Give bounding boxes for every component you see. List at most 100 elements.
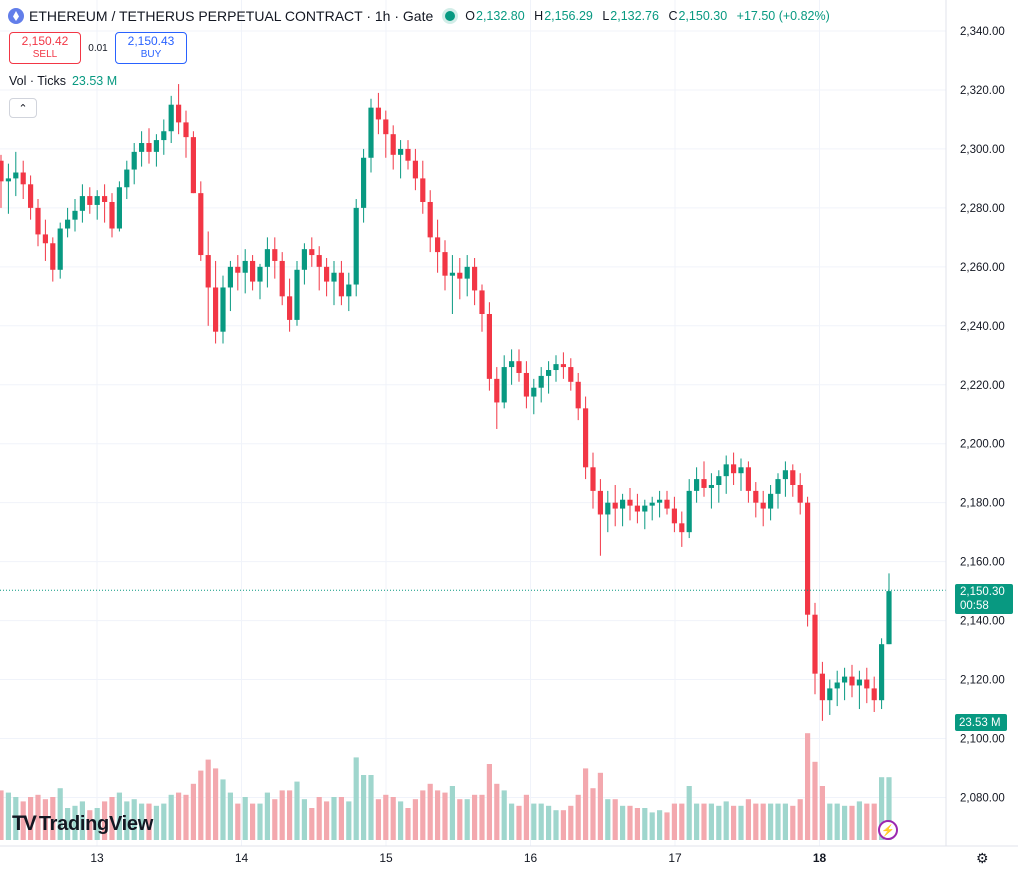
tradingview-logo[interactable]: TV TradingView xyxy=(12,812,153,836)
volume-bar xyxy=(205,759,211,840)
candle xyxy=(701,461,707,497)
lightning-icon[interactable]: ⚡ xyxy=(878,820,898,840)
candle xyxy=(642,499,648,530)
y-tick-label: 2,340.00 xyxy=(960,26,1005,38)
candle xyxy=(0,154,4,208)
candle xyxy=(28,175,34,220)
volume-bar xyxy=(353,757,359,840)
volume-bar xyxy=(346,801,352,840)
candle xyxy=(782,461,788,497)
low-value: 2,132.76 xyxy=(610,9,659,23)
gear-icon[interactable]: ⚙ xyxy=(976,850,989,866)
candle xyxy=(405,140,411,170)
sell-button[interactable]: 2,150.42 SELL xyxy=(9,32,81,64)
candle xyxy=(368,98,374,173)
candle xyxy=(886,573,892,645)
y-tick-label: 2,220.00 xyxy=(960,380,1005,392)
candle xyxy=(309,237,315,267)
candle xyxy=(516,349,522,382)
candle xyxy=(472,257,478,306)
volume-bar xyxy=(849,805,855,840)
candle xyxy=(768,484,774,521)
candle xyxy=(190,131,196,194)
volume-bar xyxy=(560,810,566,840)
candle xyxy=(731,452,737,485)
candle xyxy=(738,458,744,491)
candle xyxy=(797,473,803,515)
volume-bar xyxy=(220,779,226,840)
volume-bar xyxy=(0,790,4,840)
candle xyxy=(79,184,85,223)
candle xyxy=(176,84,182,135)
candles xyxy=(0,84,892,721)
candle xyxy=(287,278,293,332)
volume-bar xyxy=(805,733,811,840)
close-value: 2,150.30 xyxy=(678,9,728,23)
candle xyxy=(694,467,700,503)
candle xyxy=(620,493,626,527)
candle xyxy=(501,355,507,409)
volume-bar xyxy=(856,801,862,840)
candle xyxy=(146,128,152,164)
open-value: 2,132.80 xyxy=(476,9,525,23)
candle xyxy=(198,181,204,261)
symbol-title[interactable]: ETHEREUM / TETHERUS PERPETUAL CONTRACT ·… xyxy=(29,8,434,24)
volume-bar xyxy=(871,803,877,840)
y-tick-label: 2,140.00 xyxy=(960,616,1005,628)
volume-bar xyxy=(708,803,714,840)
candle xyxy=(716,470,722,503)
collapse-legend-button[interactable]: ⌃ xyxy=(9,98,37,118)
candle xyxy=(856,670,862,710)
volume-bar xyxy=(627,805,633,840)
candle xyxy=(879,638,885,710)
candle xyxy=(494,367,500,429)
candle xyxy=(775,473,781,509)
volume-bar xyxy=(620,805,626,840)
volume-bar xyxy=(35,794,41,840)
volume-bar xyxy=(657,810,663,840)
volume-bar xyxy=(864,803,870,840)
candle xyxy=(116,181,122,232)
candle xyxy=(264,237,270,288)
candle xyxy=(5,163,11,214)
chart-header: ETHEREUM / TETHERUS PERPETUAL CONTRACT ·… xyxy=(8,6,836,26)
x-tick-label: 13 xyxy=(90,851,104,865)
volume-legend[interactable]: Vol · Ticks 23.53 M xyxy=(9,74,117,88)
candle xyxy=(457,257,463,300)
candle xyxy=(87,187,93,214)
candle xyxy=(109,193,115,238)
volume-bar xyxy=(242,797,248,840)
volume-bar xyxy=(198,770,204,840)
volume-bar xyxy=(568,805,574,840)
candle xyxy=(686,479,692,539)
volume-bar xyxy=(842,805,848,840)
volume-bar xyxy=(272,799,278,840)
ohlc-legend: O2,132.80 H2,156.29 L2,132.76 C2,150.30 … xyxy=(465,9,830,23)
candle xyxy=(361,148,367,223)
volume-bar xyxy=(642,808,648,840)
candle xyxy=(842,667,848,701)
candle xyxy=(597,479,603,556)
candle xyxy=(57,222,63,279)
volume-bar xyxy=(531,803,537,840)
volume-bar xyxy=(472,794,478,840)
candle xyxy=(827,679,833,715)
volume-bar xyxy=(501,790,507,840)
buy-button[interactable]: 2,150.43 BUY xyxy=(115,32,187,64)
volume-bar xyxy=(301,799,307,840)
volume-bar xyxy=(753,803,759,840)
volume-bar xyxy=(716,805,722,840)
volume-bar xyxy=(420,790,426,840)
volume-bar xyxy=(235,803,241,840)
candle xyxy=(338,260,344,306)
y-tick-label: 2,300.00 xyxy=(960,144,1005,156)
candle xyxy=(324,257,330,297)
candle xyxy=(375,92,381,135)
spread-value: 0.01 xyxy=(88,42,108,54)
volume-bar xyxy=(597,772,603,840)
last-price-tag: 2,150.30 00:58 xyxy=(955,584,1013,614)
candle xyxy=(102,184,108,223)
volume-bar xyxy=(146,803,152,840)
volume-bar xyxy=(57,788,63,840)
